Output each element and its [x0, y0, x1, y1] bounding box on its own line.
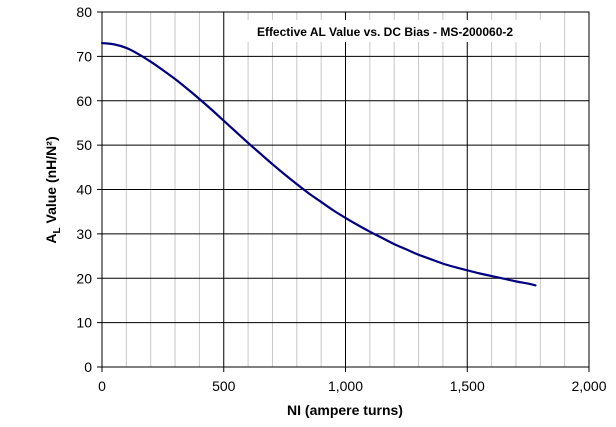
chart-title-box	[228, 20, 542, 42]
chart-title: Effective AL Value vs. DC Bias - MS-2000…	[257, 25, 513, 39]
y-tick-label: 40	[76, 182, 92, 198]
x-tick-label: 1,000	[328, 378, 363, 394]
major-grid	[102, 12, 589, 367]
x-tick-label: 0	[98, 378, 106, 394]
y-axis-title-main: A	[43, 234, 59, 244]
y-axis-title-rest: Value (nH/N²)	[43, 136, 59, 227]
y-tick-label: 70	[76, 48, 92, 64]
series-layer	[100, 41, 537, 287]
y-tick-labels: 0 10 20 30 40 50 60 70 80	[76, 4, 102, 375]
y-tick-label: 60	[76, 93, 92, 109]
y-tick-label: 80	[76, 4, 92, 20]
y-tick-label: 0	[84, 359, 92, 375]
x-axis-title: NI (ampere turns)	[287, 402, 403, 418]
series-line	[100, 41, 537, 287]
x-tick-label: 500	[212, 378, 236, 394]
y-tick-label: 50	[76, 137, 92, 153]
x-tick-label: 2,000	[571, 378, 606, 394]
y-axis-title-subscript: L	[52, 227, 63, 233]
y-tick-label: 20	[76, 270, 92, 286]
y-tick-label: 30	[76, 226, 92, 242]
x-tick-labels: 0 500 1,000 1,500 2,000	[98, 367, 607, 394]
y-tick-label: 10	[76, 315, 92, 331]
x-tick-label: 1,500	[450, 378, 485, 394]
y-axis-title: AL Value (nH/N²)	[43, 136, 63, 243]
